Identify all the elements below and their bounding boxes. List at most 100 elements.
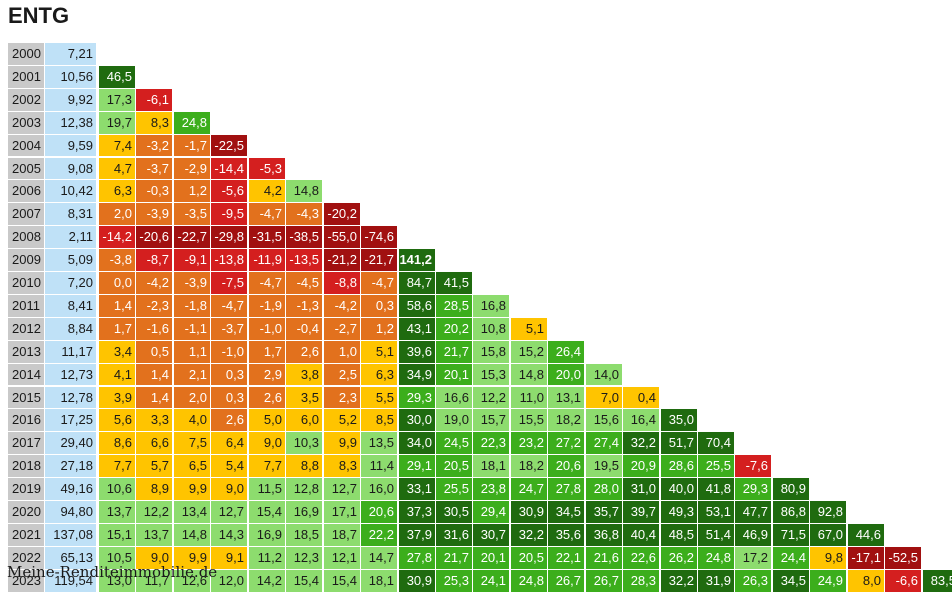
return-cell: 15,3 [473, 363, 509, 386]
return-cell: -3,7 [211, 317, 247, 340]
return-cell: 1,2 [174, 180, 210, 203]
return-cell: 35,6 [548, 523, 584, 546]
return-cell: 13,5 [361, 432, 397, 455]
return-cell: -21,7 [361, 249, 397, 271]
return-cell: 8,6 [99, 432, 135, 455]
price-cell: 11,17 [45, 340, 96, 363]
return-cell: 23,2 [511, 432, 547, 455]
year-label: 2014 [8, 363, 44, 386]
year-label: 2001 [8, 65, 44, 88]
return-cell: 7,4 [99, 134, 135, 157]
return-cell: 10,6 [99, 478, 135, 500]
return-cell: 16,8 [473, 294, 509, 317]
return-cell: 7,0 [586, 386, 622, 409]
return-cell: 9,9 [174, 478, 210, 500]
return-cell: 80,9 [773, 478, 809, 500]
return-cell: -1,0 [249, 317, 285, 340]
return-cell: -2,9 [174, 157, 210, 180]
ticker-title: ENTG [8, 3, 70, 28]
return-cell: -4,5 [286, 272, 322, 294]
return-cell: 4,0 [174, 409, 210, 432]
return-cell: 26,7 [586, 569, 622, 592]
return-cell: 20,5 [436, 455, 472, 478]
return-cell: 15,2 [511, 340, 547, 363]
return-cell: 20,9 [623, 455, 659, 478]
return-cell: 24,7 [511, 478, 547, 500]
return-cell: 19,5 [586, 455, 622, 478]
price-cell: 7,20 [45, 272, 96, 294]
return-cell: 2,9 [249, 363, 285, 386]
year-label: 2021 [8, 523, 44, 546]
return-cell: 2,6 [249, 386, 285, 409]
return-cell: 20,6 [548, 455, 584, 478]
return-cell: 19,7 [99, 111, 135, 134]
return-cell: 34,5 [773, 569, 809, 592]
return-cell: 141,2 [399, 249, 435, 271]
return-cell: -2,3 [136, 294, 172, 317]
return-cell: 18,2 [548, 409, 584, 432]
price-cell: 27,18 [45, 455, 96, 478]
return-cell: 32,2 [661, 569, 697, 592]
return-cell: 8,3 [324, 455, 360, 478]
return-cell: 13,7 [99, 501, 135, 523]
return-cell: 30,0 [399, 409, 435, 432]
return-cell: 24,8 [174, 111, 210, 134]
return-cell: 2,0 [174, 386, 210, 409]
return-cell: 21,6 [586, 546, 622, 569]
return-cell: 32,2 [511, 523, 547, 546]
return-cell: 27,2 [548, 432, 584, 455]
return-cell: 0,3 [211, 363, 247, 386]
return-cell: 15,4 [324, 569, 360, 592]
return-cell: -22,5 [211, 134, 247, 157]
return-cell: 26,4 [548, 340, 584, 363]
return-cell: -7,6 [735, 455, 771, 478]
return-cell: 8,0 [848, 569, 884, 592]
return-cell: -0,4 [286, 317, 322, 340]
year-label: 2018 [8, 455, 44, 478]
return-cell: -3,8 [99, 249, 135, 271]
return-cell: 20,0 [548, 363, 584, 386]
return-cell: 1,7 [249, 340, 285, 363]
return-cell: 71,5 [773, 523, 809, 546]
return-cell: 6,6 [136, 432, 172, 455]
return-cell: -3,9 [174, 272, 210, 294]
return-cell: 3,4 [99, 340, 135, 363]
return-cell: 41,5 [436, 272, 472, 294]
year-label: 2017 [8, 432, 44, 455]
return-cell: 1,2 [361, 317, 397, 340]
return-cell: 28,5 [436, 294, 472, 317]
return-cell: -11,9 [249, 249, 285, 271]
return-cell: 20,6 [361, 501, 397, 523]
return-cell: 18,5 [286, 523, 322, 546]
return-cell: 14,3 [211, 523, 247, 546]
return-cell: 18,1 [473, 455, 509, 478]
return-cell: 44,6 [848, 523, 884, 546]
return-cell: 18,2 [511, 455, 547, 478]
return-cell: -13,5 [286, 249, 322, 271]
return-cell: 16,6 [436, 386, 472, 409]
return-cell: -29,8 [211, 226, 247, 249]
return-cell: 11,5 [249, 478, 285, 500]
return-cell: 10,5 [99, 546, 135, 569]
return-cell: 3,8 [286, 363, 322, 386]
return-cell: 35,0 [661, 409, 697, 432]
return-cell: 20,5 [511, 546, 547, 569]
return-cell: 31,6 [436, 523, 472, 546]
return-cell: 46,9 [735, 523, 771, 546]
return-cell: 33,1 [399, 478, 435, 500]
return-cell: 46,5 [99, 65, 135, 88]
year-label: 2004 [8, 134, 44, 157]
return-cell: 6,3 [99, 180, 135, 203]
year-label: 2006 [8, 180, 44, 203]
return-cell: -31,5 [249, 226, 285, 249]
return-cell: 12,3 [286, 546, 322, 569]
year-label: 2008 [8, 226, 44, 249]
return-cell: -20,6 [136, 226, 172, 249]
return-cell: 29,1 [399, 455, 435, 478]
return-cell: 18,7 [324, 523, 360, 546]
return-cell: 17,2 [735, 546, 771, 569]
return-cell: 53,1 [698, 501, 734, 523]
price-cell: 10,42 [45, 180, 96, 203]
return-cell: -38,5 [286, 226, 322, 249]
